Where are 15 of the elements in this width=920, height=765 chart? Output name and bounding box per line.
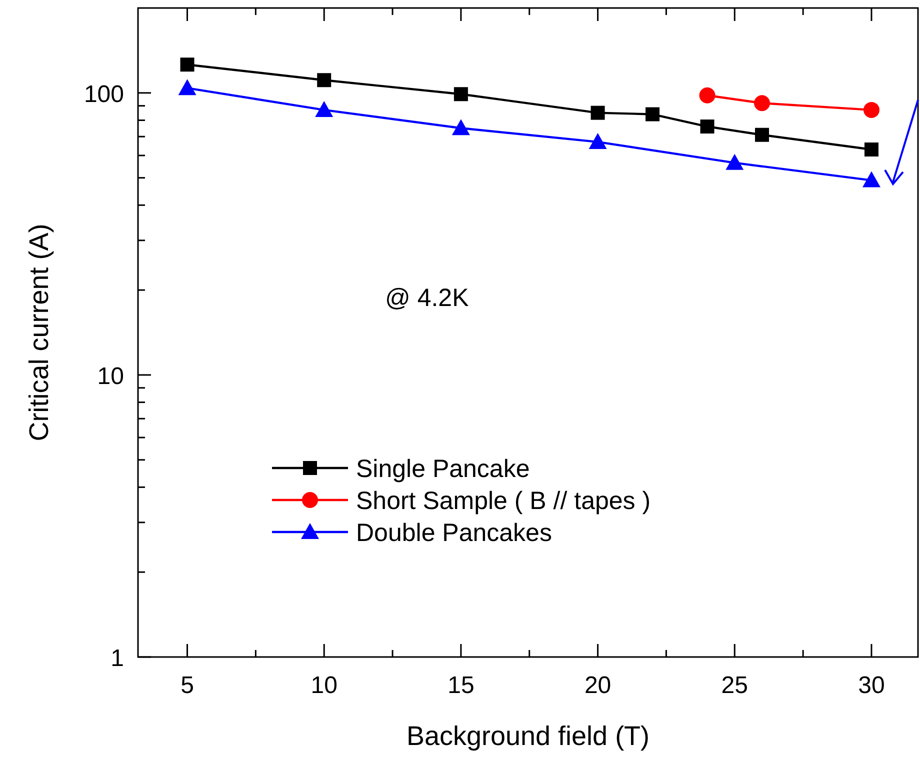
x-tick-label: 30	[858, 672, 885, 699]
y-tick-label: 1	[110, 645, 124, 672]
x-axis-title: Background field (T)	[406, 721, 650, 751]
x-tick-label: 25	[721, 672, 748, 699]
x-tick-label: 10	[310, 672, 338, 699]
y-tick-label: 10	[97, 362, 124, 390]
legend-label: Short Sample ( B // tapes )	[356, 487, 651, 515]
x-tick-label: 20	[584, 672, 612, 699]
y-axis-title: Critical current (A)	[24, 224, 54, 442]
x-tick-label: 15	[448, 672, 474, 699]
x-tick-label: 5	[180, 672, 194, 699]
annotation: @ 4.2K	[385, 284, 470, 312]
y-tick-label: 100	[84, 80, 124, 108]
legend-label: Single Pancake	[356, 455, 530, 483]
legend-label: Double Pancakes	[356, 519, 552, 547]
